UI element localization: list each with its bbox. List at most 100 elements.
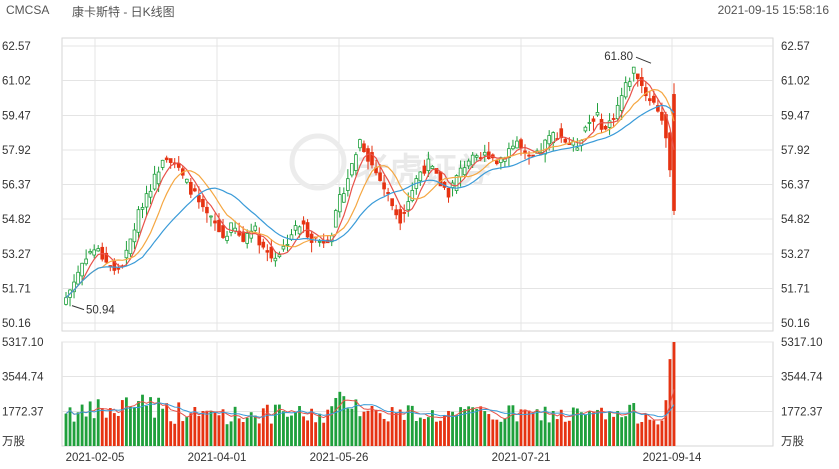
volume-bar xyxy=(100,408,104,446)
price-tick-left: 61.02 xyxy=(2,76,31,88)
volume-bar xyxy=(338,391,342,446)
volume-bar xyxy=(592,412,595,446)
volume-bar xyxy=(584,414,587,446)
volume-bar xyxy=(153,417,156,446)
volume-bar xyxy=(253,415,257,446)
candle-body xyxy=(668,132,672,171)
volume-bar xyxy=(249,412,253,446)
candle-body xyxy=(92,249,96,256)
volume-bar xyxy=(205,410,209,446)
volume-bar xyxy=(310,408,314,446)
volume-bar xyxy=(628,404,632,446)
candle-body xyxy=(615,104,620,120)
volume-bar xyxy=(354,399,358,446)
candle-body xyxy=(390,198,394,207)
volume-bar xyxy=(575,408,579,446)
candle-body xyxy=(426,158,431,172)
candle-body xyxy=(430,165,435,169)
candle-body xyxy=(527,154,531,157)
volume-bar xyxy=(398,409,402,446)
volume-bar xyxy=(612,416,616,446)
volume-bar xyxy=(459,407,463,446)
candle-body xyxy=(563,138,568,143)
candle-body xyxy=(156,171,161,185)
candle-body xyxy=(406,201,411,211)
candle-body xyxy=(394,209,398,216)
volume-bar xyxy=(229,421,233,446)
stock-symbol: CMCSA xyxy=(6,3,50,17)
candle-body xyxy=(599,118,604,130)
volume-bar xyxy=(76,412,80,446)
price-tick-right: 51.71 xyxy=(781,283,810,295)
volume-bar xyxy=(495,419,499,446)
volume-tick-right: 5317.10 xyxy=(781,337,823,349)
candle-body xyxy=(362,143,366,153)
candle-body xyxy=(358,139,362,149)
volume-bar xyxy=(257,423,261,446)
candle-body xyxy=(398,209,403,224)
price-tick-left: 59.47 xyxy=(2,110,31,122)
candle-body xyxy=(217,219,221,233)
volume-bar xyxy=(116,415,120,446)
volume-bar xyxy=(467,406,471,446)
volume-bar xyxy=(644,413,648,446)
volume-unit-right: 万股 xyxy=(781,435,804,448)
volume-bar xyxy=(124,397,128,446)
price-tick-right: 54.82 xyxy=(781,214,810,226)
candle-body xyxy=(104,252,109,263)
volume-bar xyxy=(277,404,281,446)
volume-bar xyxy=(193,406,197,446)
volume-bar xyxy=(177,402,181,446)
candle-body xyxy=(660,111,664,121)
volume-bar xyxy=(318,413,322,446)
volume-bar xyxy=(213,411,217,446)
candle-body xyxy=(225,235,229,241)
volume-bar xyxy=(149,397,152,446)
volume-bar xyxy=(80,404,84,446)
volume-bar xyxy=(571,407,575,446)
volume-bar xyxy=(112,413,116,446)
volume-bar xyxy=(108,408,112,446)
volume-bar xyxy=(447,410,450,446)
volume-bar xyxy=(273,404,277,446)
volume-bar xyxy=(567,420,571,446)
volume-bar xyxy=(439,420,442,446)
candle-body xyxy=(265,250,270,253)
candle-body xyxy=(370,152,374,166)
candle-body xyxy=(205,206,209,214)
candle-body xyxy=(342,193,346,203)
volume-bar xyxy=(668,359,672,446)
axis-labels: 62.57 62.57 61.02 61.02 59.47 59.47 57.92 57.92… xyxy=(2,41,823,464)
volume-bar xyxy=(72,421,76,446)
volume-bar xyxy=(487,414,491,446)
volume-bar xyxy=(519,409,523,446)
price-tick-left: 57.92 xyxy=(2,145,31,157)
volume-bar xyxy=(350,408,354,446)
volume-bar xyxy=(245,417,249,446)
ma20-line xyxy=(65,104,675,299)
candle-body xyxy=(631,66,636,74)
volume-bar xyxy=(579,412,583,446)
ma5-line xyxy=(65,78,675,299)
candle-body xyxy=(257,234,262,246)
candle-body xyxy=(197,195,201,203)
price-tick-right: 56.37 xyxy=(781,180,810,192)
grid xyxy=(61,37,774,447)
candle-body xyxy=(64,297,68,305)
candle-body xyxy=(458,167,463,178)
volume-bar xyxy=(559,409,563,446)
volume-bar xyxy=(88,401,92,446)
candle-body xyxy=(648,98,652,102)
volume-bar xyxy=(233,406,237,446)
candle-body xyxy=(293,225,298,231)
volume-bar xyxy=(306,420,309,446)
candle-body xyxy=(253,225,258,231)
volume-bar xyxy=(84,416,88,446)
candle-body xyxy=(317,240,322,243)
volume-bar xyxy=(141,394,144,446)
high-pointer xyxy=(635,56,652,64)
volume-bar xyxy=(298,406,301,446)
volume-bar xyxy=(451,411,454,446)
volume-bar xyxy=(96,399,100,446)
